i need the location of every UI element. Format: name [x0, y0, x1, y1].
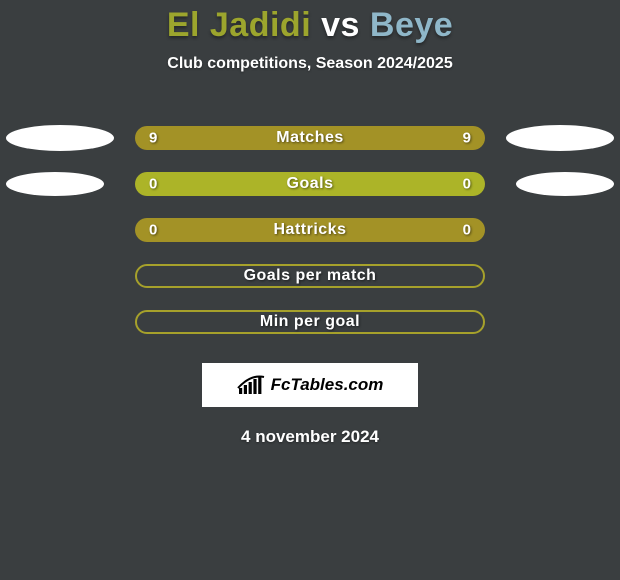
stat-row: Hattricks 0 0: [0, 207, 620, 253]
brand-text: FcTables.com: [271, 375, 384, 395]
vs-text: vs: [321, 6, 360, 44]
player-a-marker: [6, 172, 104, 196]
stat-bar: Goals 0 0: [135, 172, 485, 196]
player-b-name: Beye: [370, 6, 453, 44]
stat-row: Min per goal: [0, 299, 620, 345]
brand-box: FcTables.com: [202, 363, 418, 407]
stat-label: Matches: [276, 129, 344, 147]
stat-bar: Matches 9 9: [135, 126, 485, 150]
stat-value-right: 0: [463, 222, 471, 239]
stat-value-right: 9: [463, 130, 471, 147]
stat-value-left: 9: [149, 130, 157, 147]
player-a-marker: [6, 125, 114, 151]
stat-label: Goals per match: [244, 267, 377, 285]
stat-bar: Min per goal: [135, 310, 485, 334]
stat-label: Goals: [287, 175, 334, 193]
stat-value-left: 0: [149, 222, 157, 239]
stat-row: Goals per match: [0, 253, 620, 299]
stat-row: Goals 0 0: [0, 161, 620, 207]
player-a-name: El Jadidi: [167, 6, 311, 44]
player-b-marker: [506, 125, 614, 151]
brand-bars-icon: [237, 374, 265, 396]
stat-value-right: 0: [463, 176, 471, 193]
stat-label: Min per goal: [260, 313, 360, 331]
subtitle: Club competitions, Season 2024/2025: [0, 55, 620, 73]
stat-value-left: 0: [149, 176, 157, 193]
stat-bar: Hattricks 0 0: [135, 218, 485, 242]
stat-bar: Goals per match: [135, 264, 485, 288]
stat-rows: Matches 9 9 Goals 0 0 Hattricks 0 0 Goals per mat…: [0, 115, 620, 345]
page-title: El Jadidi vs Beye: [0, 0, 620, 45]
stat-label: Hattricks: [274, 221, 347, 239]
player-b-marker: [516, 172, 614, 196]
date-text: 4 november 2024: [0, 427, 620, 447]
stat-row: Matches 9 9: [0, 115, 620, 161]
